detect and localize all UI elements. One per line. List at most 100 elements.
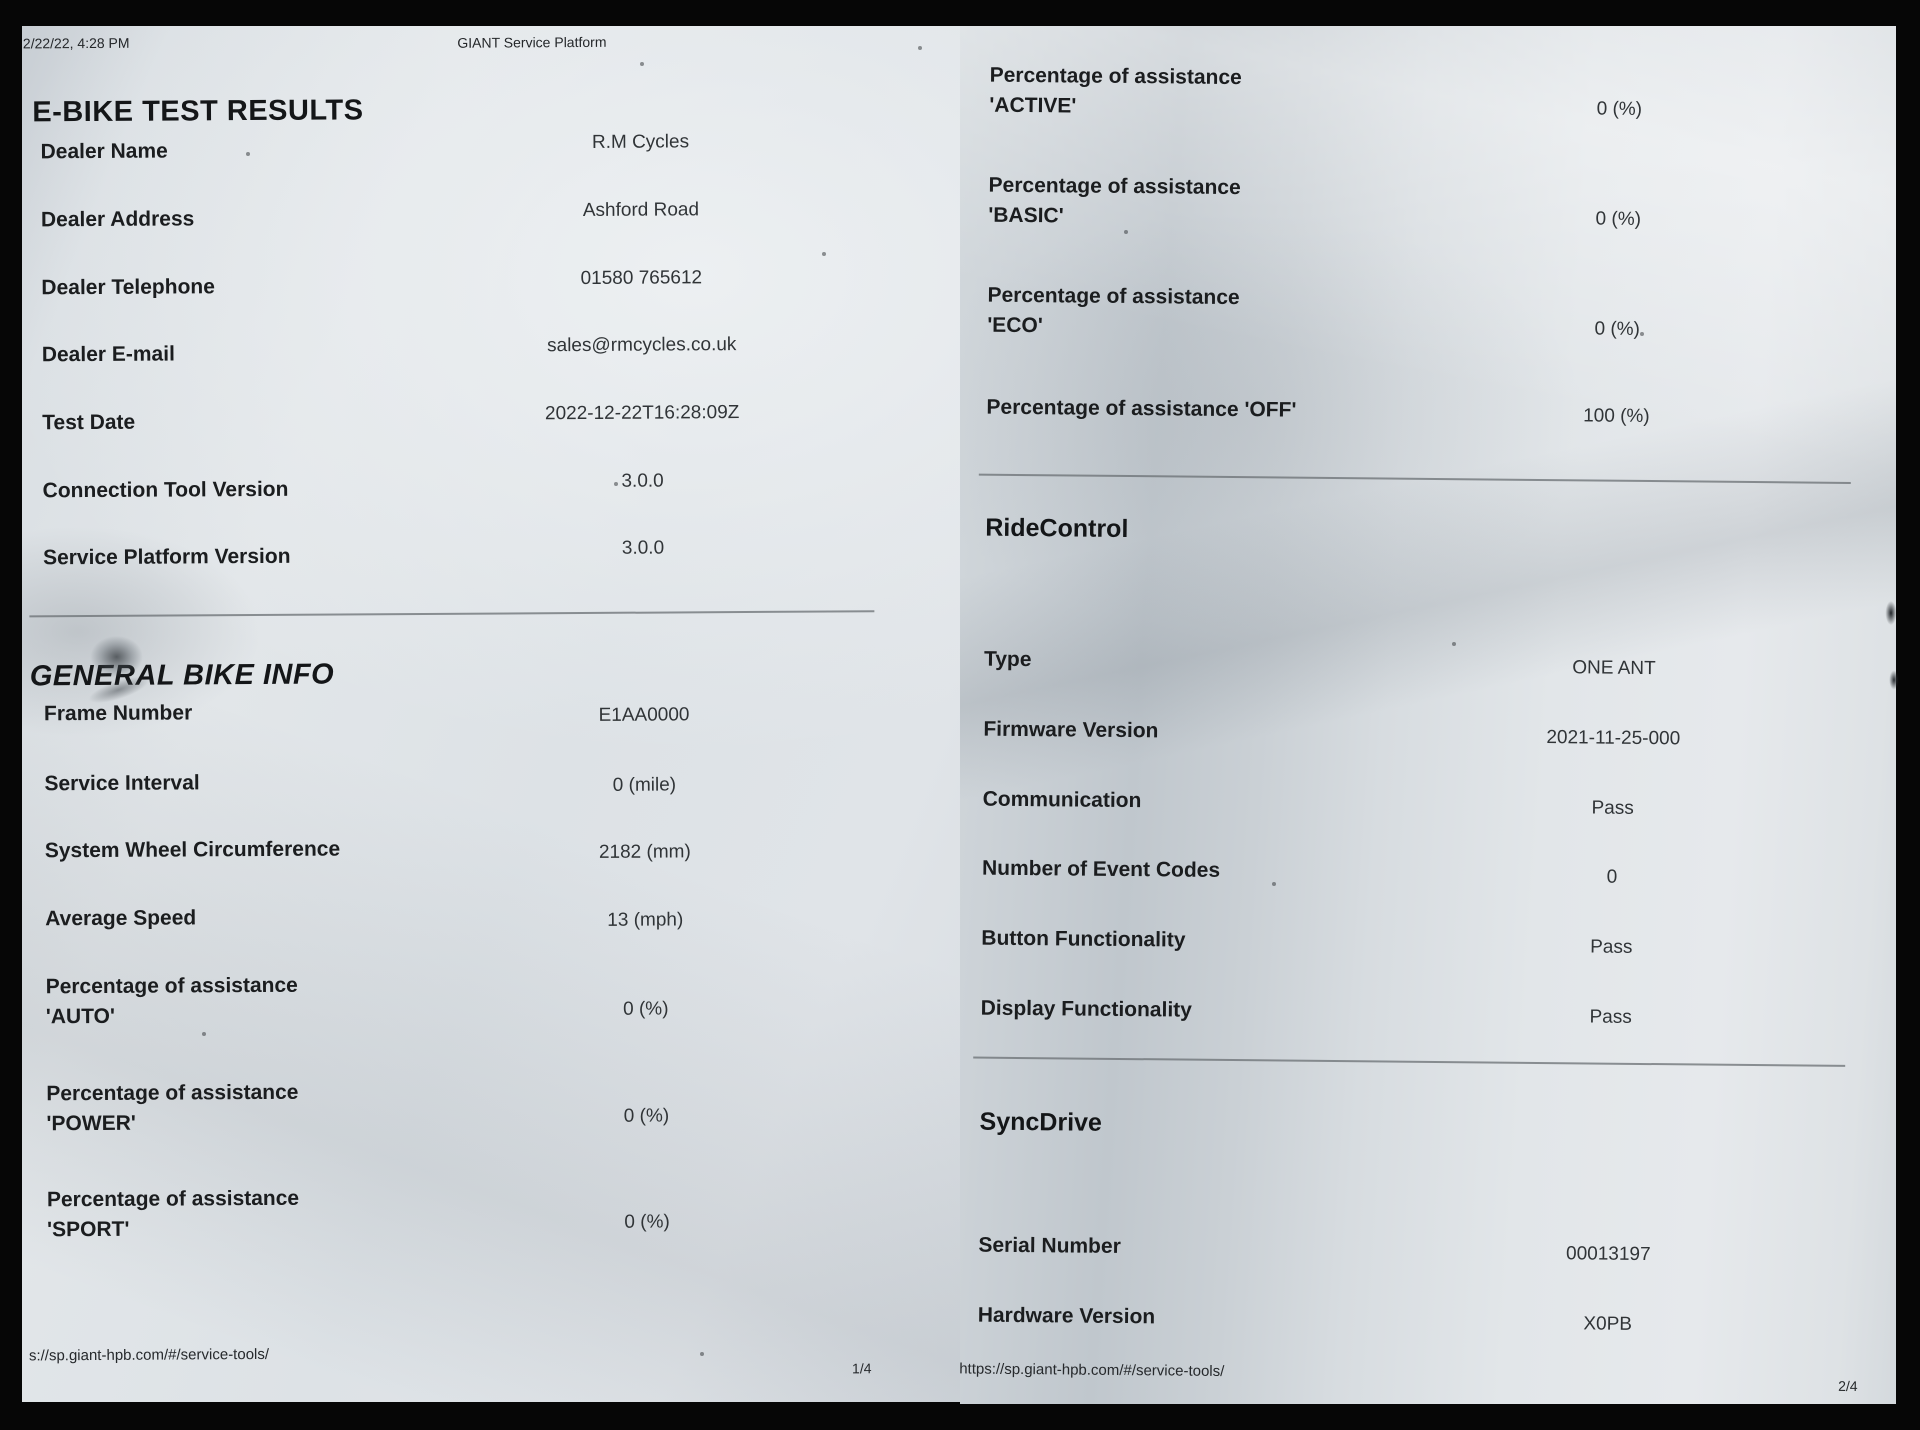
dust-speck	[1640, 332, 1644, 336]
row-value: Pass	[1590, 936, 1633, 958]
row-value: 13 (mph)	[607, 909, 684, 931]
dust-speck	[918, 46, 922, 50]
row-label: Frame Number	[43, 701, 193, 726]
table-row: Test Date 2022-12-22T16:28:09Z	[42, 402, 958, 434]
row-label: Service Interval	[44, 771, 200, 796]
row-value: Pass	[1591, 797, 1634, 819]
row-value: R.M Cycles	[591, 131, 690, 153]
dust-speck	[1452, 642, 1456, 646]
table-row: System Wheel Circumference 2182 (mm)	[45, 835, 960, 862]
row-value: 2022-12-22T16:28:09Z	[544, 402, 740, 425]
table-row: Display Functionality Pass	[981, 997, 1892, 1028]
dust-speck	[822, 252, 826, 256]
dust-speck	[640, 62, 644, 66]
dust-speck	[202, 1032, 206, 1036]
row-label: Percentage of assistance 'BASIC'	[988, 173, 1241, 228]
row-label: Percentage of assistance 'ACTIVE'	[989, 63, 1242, 118]
table-row: Type ONE ANT	[984, 648, 1895, 679]
page-title: E-BIKE TEST RESULTS	[32, 94, 364, 129]
table-row: Percentage of assistance 'POWER' 0 (%)	[46, 1078, 960, 1136]
row-value: 0 (mile)	[612, 774, 677, 796]
table-row: Average Speed 13 (mph)	[45, 903, 960, 930]
photo-border-top	[0, 0, 1920, 26]
row-value: ONE ANT	[1572, 657, 1656, 680]
row-label: Percentage of assistance 'POWER'	[46, 1080, 299, 1136]
table-row: Firmware Version 2021-11-25-000	[983, 718, 1894, 750]
row-label: System Wheel Circumference	[44, 837, 341, 863]
row-label: Display Functionality	[980, 996, 1193, 1022]
table-row: Service Interval 0 (mile)	[44, 768, 960, 795]
row-value: Pass	[1589, 1006, 1632, 1028]
table-row: Serial Number 00013197	[978, 1234, 1890, 1265]
table-row: Percentage of assistance 'OFF' 100 (%)	[986, 396, 1896, 427]
table-row: Percentage of assistance 'BASIC' 0 (%)	[988, 174, 1896, 230]
row-value: 3.0.0	[621, 470, 664, 492]
print-platform-header: GIANT Service Platform	[457, 33, 607, 51]
print-footer-url: https://sp.giant-hpb.com/#/service-tools…	[960, 1360, 1225, 1380]
table-row: Connection Tool Version 3.0.0	[43, 471, 959, 503]
table-row: Percentage of assistance 'ACTIVE' 0 (%)	[989, 64, 1896, 120]
table-row: Dealer E-mail sales@rmcycles.co.uk	[42, 334, 958, 366]
row-label: Average Speed	[45, 906, 197, 931]
row-value: 0	[1606, 866, 1618, 888]
row-value: 2182 (mm)	[598, 841, 691, 863]
row-value: Ashford Road	[582, 199, 700, 222]
row-label: Test Date	[42, 410, 136, 435]
row-value: 0 (%)	[623, 1105, 670, 1127]
row-label: Percentage of assistance 'ECO'	[987, 283, 1240, 338]
row-value: 3.0.0	[621, 537, 665, 559]
table-row: Dealer Name R.M Cycles	[40, 131, 956, 163]
row-label: Percentage of assistance 'AUTO'	[45, 973, 298, 1029]
dust-speck	[246, 152, 250, 156]
table-row: Percentage of assistance 'AUTO' 0 (%)	[46, 971, 960, 1029]
dust-speck	[614, 482, 618, 486]
row-label: Type	[983, 647, 1032, 672]
row-label: Dealer E-mail	[41, 342, 175, 367]
page-2-content: 2/22/22, 4:28 PM GIANT Service Platform …	[960, 0, 1896, 1404]
row-value: X0PB	[1583, 1313, 1633, 1335]
dust-speck	[1272, 882, 1276, 886]
row-label: Firmware Version	[983, 717, 1159, 743]
section-divider	[978, 473, 1851, 484]
row-label: Button Functionality	[981, 926, 1186, 952]
row-label: Hardware Version	[977, 1303, 1156, 1329]
section-title-general-bike-info: GENERAL BIKE INFO	[29, 658, 335, 693]
row-value: 0 (%)	[1595, 208, 1642, 230]
scanned-page-1: 2/22/22, 4:28 PM GIANT Service Platform …	[22, 26, 960, 1402]
table-row: Percentage of assistance 'ECO' 0 (%)	[987, 284, 1896, 340]
row-label: Dealer Name	[40, 139, 168, 164]
row-value: E1AA0000	[598, 704, 690, 726]
row-value: sales@rmcycles.co.uk	[547, 334, 737, 357]
row-label: Number of Event Codes	[981, 856, 1221, 882]
row-label: Service Platform Version	[42, 544, 291, 570]
row-value: 0 (%)	[623, 998, 669, 1020]
row-label: Percentage of assistance 'OFF'	[986, 395, 1297, 422]
print-footer-url: s://sp.giant-hpb.com/#/service-tools/	[28, 1345, 270, 1365]
table-row: Percentage of assistance 'SPORT' 0 (%)	[47, 1184, 960, 1242]
row-label: Connection Tool Version	[42, 477, 289, 503]
page-1-content: 2/22/22, 4:28 PM GIANT Service Platform …	[22, 26, 960, 1402]
table-row: Button Functionality Pass	[981, 927, 1892, 958]
table-row: Number of Event Codes 0	[982, 857, 1893, 888]
page-number: 1/4	[851, 1360, 872, 1377]
row-value: 0 (%)	[1596, 98, 1643, 120]
row-value: 2021-11-25-000	[1546, 727, 1681, 750]
table-row: Hardware Version X0PB	[978, 1304, 1889, 1335]
section-title-ridecontrol: RideControl	[985, 513, 1129, 543]
row-value: 00013197	[1565, 1243, 1651, 1266]
table-row: Dealer Telephone 01580 765612	[41, 267, 957, 299]
section-divider	[29, 610, 875, 618]
scanned-page-2: 2/22/22, 4:28 PM GIANT Service Platform …	[960, 0, 1896, 1404]
table-row: Service Platform Version 3.0.0	[43, 538, 959, 570]
table-row: Dealer Address Ashford Road	[41, 199, 957, 231]
row-value: 0 (%)	[624, 1211, 670, 1233]
dust-speck	[700, 1352, 704, 1356]
table-row: Communication Pass	[983, 788, 1894, 819]
row-label: Dealer Address	[40, 207, 195, 232]
row-label: Serial Number	[978, 1233, 1121, 1258]
row-value: 0 (%)	[1594, 318, 1641, 340]
table-row: Frame Number E1AA0000	[44, 698, 960, 726]
row-label: Percentage of assistance 'SPORT'	[46, 1186, 300, 1242]
row-label: Dealer Telephone	[41, 275, 215, 300]
